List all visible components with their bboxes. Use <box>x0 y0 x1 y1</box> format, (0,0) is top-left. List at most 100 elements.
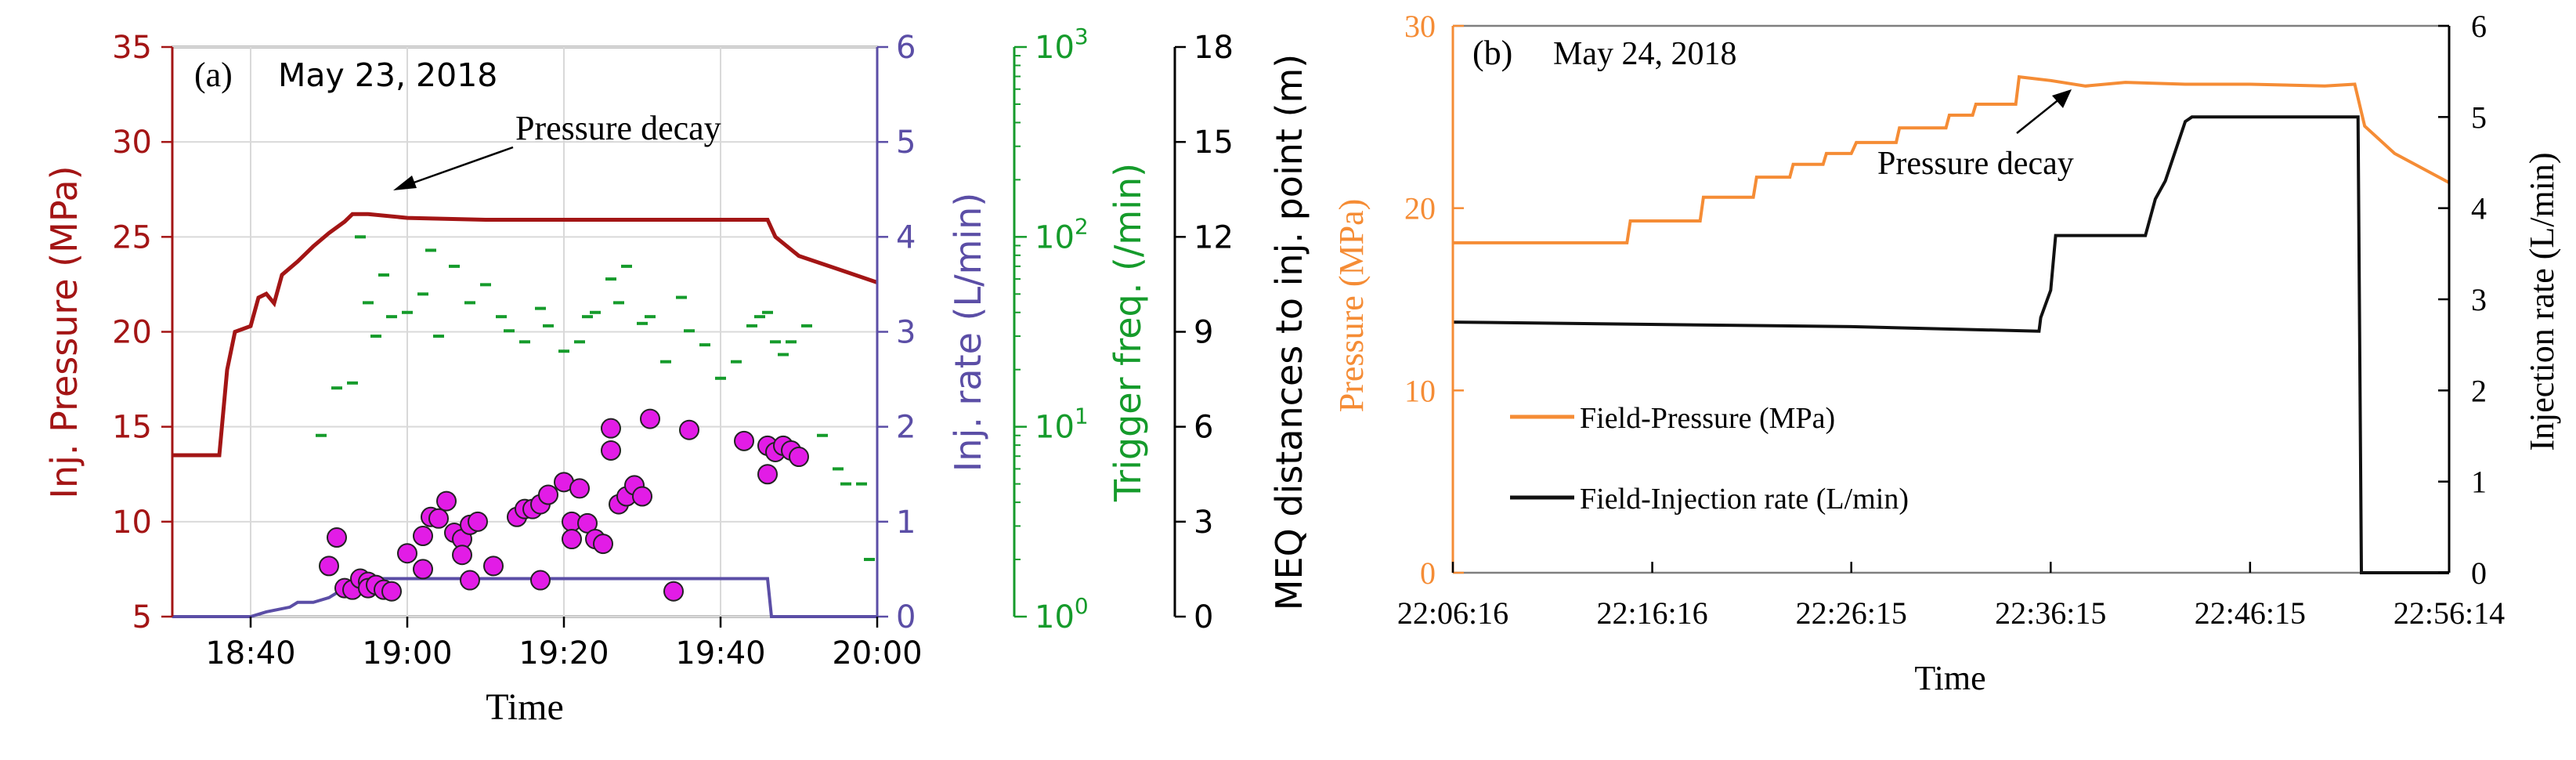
meq-event-marker <box>381 581 402 602</box>
inj-rate-tick-label: 6 <box>896 30 916 66</box>
meq-distance-axis: 0 3 6 9 12 15 18 <box>1173 30 1234 635</box>
meq-event-marker <box>413 526 433 547</box>
panel-a-date: May 23, 2018 <box>278 56 497 94</box>
inj-rate-tick-label: 1 <box>896 505 916 541</box>
injection-rate-axis: 0 1 2 3 4 5 6 <box>2438 9 2487 591</box>
x-tick-label: 22:56:14 <box>2394 595 2505 631</box>
x-tick-label: 18:40 <box>205 635 295 671</box>
meq-event-marker <box>789 447 809 468</box>
x-tick-label: 22:46:15 <box>2195 595 2306 631</box>
meq-distance-axis-label: MEQ distances to inj. point (m) <box>1268 54 1310 610</box>
field-injection-line <box>1452 115 2449 574</box>
meq-tick-label: 0 <box>1194 599 1213 635</box>
panel-b-annotation-arrow <box>2016 89 2072 134</box>
panel-a-x-axis: 18:40 19:00 19:20 19:40 20:00 <box>205 617 923 671</box>
panel-a-grid <box>172 46 878 617</box>
pressure-tick-label: 35 <box>112 30 152 66</box>
field-pressure-line <box>1453 74 2450 244</box>
meq-event-marker <box>601 418 621 439</box>
trigger-freq-axis-label: Trigger freq. (/min) <box>1107 163 1149 502</box>
meq-tick-label: 9 <box>1194 315 1213 351</box>
x-tick-label: 20:00 <box>832 635 922 671</box>
inj-rate-line <box>172 577 877 618</box>
meq-event-marker <box>428 508 449 529</box>
x-tick-label: 22:06:16 <box>1397 595 1508 631</box>
meq-event-marker <box>569 478 590 499</box>
inj-rate-tick-label: 2 <box>896 410 916 446</box>
panel-a-label: (a) <box>194 56 233 94</box>
pressure-tick-label: 10 <box>112 505 152 541</box>
meq-event-marker <box>452 545 472 566</box>
meq-event-marker <box>319 556 339 577</box>
meq-tick-label: 18 <box>1194 30 1234 66</box>
meq-distance-series <box>319 408 809 602</box>
trigger-tick-label: 100 <box>1035 593 1089 635</box>
meq-event-marker <box>436 490 457 512</box>
inj-rate-tick-label: 3 <box>896 315 916 351</box>
trigger-freq-series <box>316 235 875 562</box>
meq-event-marker <box>413 559 433 580</box>
pressure-axis: 0 10 20 30 <box>1404 9 1464 591</box>
meq-event-marker <box>530 570 551 591</box>
pressure-tick-label: 0 <box>1420 556 1436 591</box>
injection-rate-axis-label: Injection rate (L/min) <box>2523 152 2561 451</box>
meq-event-marker <box>757 464 778 485</box>
panel-a-xlabel: Time <box>486 686 564 728</box>
injection-tick-label: 0 <box>2471 556 2487 591</box>
trigger-tick-exponent: 1 <box>1075 404 1089 429</box>
pressure-tick-label: 10 <box>1404 373 1436 408</box>
meq-event-marker <box>679 419 699 440</box>
injection-tick-label: 2 <box>2471 373 2487 408</box>
legend-injection-label: Field-Injection rate (L/min) <box>1580 483 1909 516</box>
pressure-tick-label: 20 <box>112 315 152 351</box>
meq-event-marker <box>734 430 754 451</box>
meq-event-marker <box>593 534 613 555</box>
trigger-tick-label: 103 <box>1035 24 1089 66</box>
meq-event-marker <box>663 581 684 602</box>
trigger-tick-label: 102 <box>1035 213 1089 255</box>
legend: Field-Pressure (MPa) Field-Injection rat… <box>1510 402 1909 516</box>
meq-tick-label: 15 <box>1194 125 1234 161</box>
injection-tick-label: 1 <box>2471 465 2487 500</box>
x-tick-label: 22:36:15 <box>1995 595 2106 631</box>
inj-rate-tick-label: 0 <box>896 599 916 635</box>
meq-event-marker <box>601 440 621 461</box>
meq-event-marker <box>562 529 582 550</box>
pressure-tick-label: 25 <box>112 219 152 255</box>
panel-b-label: (b) <box>1472 34 1512 72</box>
legend-pressure-label: Field-Pressure (MPa) <box>1580 402 1835 435</box>
meq-event-marker <box>468 511 488 532</box>
meq-tick-label: 3 <box>1194 505 1213 541</box>
x-tick-label: 19:00 <box>362 635 452 671</box>
panel-a-annotation: Pressure decay <box>515 109 721 147</box>
meq-event-marker <box>327 527 347 548</box>
pressure-tick-label: 5 <box>132 599 152 635</box>
inj-rate-axis-label: Inj. rate (L/min) <box>947 193 989 472</box>
injection-tick-label: 3 <box>2471 282 2487 317</box>
trigger-tick-exponent: 3 <box>1075 24 1089 49</box>
injection-tick-label: 6 <box>2471 9 2487 44</box>
inj-pressure-line <box>172 212 878 458</box>
x-tick-label: 19:40 <box>675 635 765 671</box>
meq-tick-label: 6 <box>1194 410 1213 446</box>
trigger-tick-label: 101 <box>1035 404 1089 446</box>
inj-rate-tick-label: 5 <box>896 125 916 161</box>
inj-pressure-axis-label: Inj. Pressure (MPa) <box>43 165 85 498</box>
panel-b-annotation: Pressure decay <box>1877 146 2074 182</box>
trigger-tick-exponent: 0 <box>1075 593 1089 619</box>
pressure-tick-label: 30 <box>1404 9 1436 44</box>
inj-pressure-axis: 5 10 15 20 25 30 35 <box>112 30 174 635</box>
panel-b-xlabel: Time <box>1914 659 1985 697</box>
pressure-tick-label: 30 <box>112 125 152 161</box>
meq-event-marker <box>460 570 480 591</box>
panel-b: 0 10 20 30 0 1 2 3 4 5 6 22:06:16 22:16:16 22:26:15… <box>1332 9 2561 697</box>
meq-event-marker <box>483 556 504 577</box>
panel-b-x-axis: 22:06:16 22:16:16 22:26:15 22:36:15 22:46:15… <box>1397 562 2505 631</box>
panel-b-date: May 24, 2018 <box>1553 36 1737 72</box>
injection-tick-label: 4 <box>2471 191 2487 226</box>
injection-tick-label: 5 <box>2471 100 2487 135</box>
meq-event-marker <box>538 484 558 505</box>
